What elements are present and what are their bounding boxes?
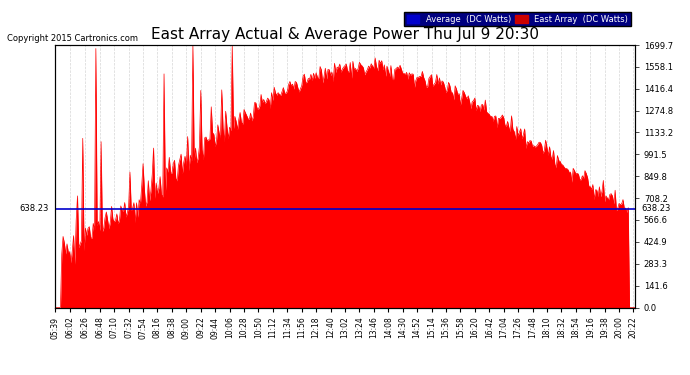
Legend: Average  (DC Watts), East Array  (DC Watts): Average (DC Watts), East Array (DC Watts… xyxy=(404,12,631,26)
Text: 638.23: 638.23 xyxy=(19,204,48,213)
Text: Copyright 2015 Cartronics.com: Copyright 2015 Cartronics.com xyxy=(7,34,138,43)
Text: 638.23: 638.23 xyxy=(642,204,671,213)
Title: East Array Actual & Average Power Thu Jul 9 20:30: East Array Actual & Average Power Thu Ju… xyxy=(151,27,539,42)
